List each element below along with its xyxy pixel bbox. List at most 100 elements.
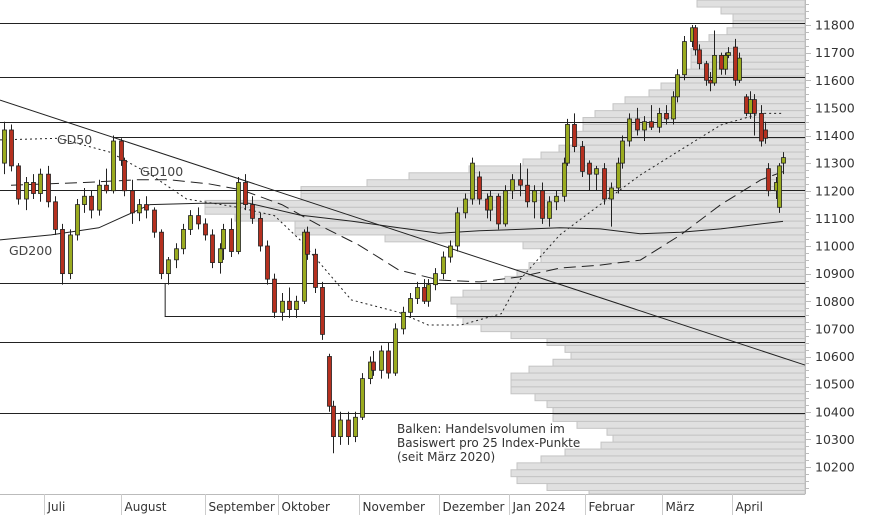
- candle: [642, 116, 647, 142]
- candle: [657, 107, 662, 133]
- candle-body-up: [433, 273, 438, 286]
- candle: [510, 174, 515, 200]
- candle: [616, 157, 621, 194]
- candle-body-up: [562, 162, 567, 197]
- y-tick-label: 10400: [815, 404, 855, 419]
- candle-body-down: [496, 195, 501, 225]
- volume-bar: [576, 137, 806, 146]
- candle: [346, 411, 351, 445]
- candle: [426, 279, 431, 307]
- candle-body-down: [693, 27, 698, 51]
- volume-bar: [468, 165, 806, 174]
- trendline: [0, 99, 806, 366]
- candle-body-up: [777, 165, 782, 208]
- y-tick-label: 10300: [815, 432, 855, 447]
- candle-body-down: [287, 300, 292, 310]
- volume-bar: [600, 441, 806, 450]
- candle: [525, 168, 530, 208]
- candle: [777, 163, 782, 213]
- annotation-line-3: (seit März 2020): [397, 450, 495, 464]
- candle-body-down: [60, 229, 65, 275]
- candle: [243, 174, 248, 211]
- candle-body-down: [580, 146, 585, 172]
- candle: [766, 163, 771, 197]
- candle: [744, 94, 749, 117]
- candle: [781, 152, 786, 175]
- volume-bar: [546, 483, 806, 491]
- candle: [664, 105, 669, 125]
- volume-bar: [690, 47, 806, 56]
- candle: [649, 105, 654, 130]
- candle: [159, 229, 164, 280]
- candle-body-up: [393, 328, 398, 374]
- candle: [53, 196, 58, 235]
- volume-bar: [648, 89, 806, 98]
- volume-bar: [606, 427, 806, 436]
- candle: [488, 190, 493, 222]
- candle: [272, 273, 277, 318]
- candle-body-down: [250, 204, 255, 219]
- candle: [562, 157, 567, 202]
- candle-body-down: [752, 99, 757, 114]
- candle: [221, 223, 226, 260]
- volume-bar: [462, 317, 806, 326]
- candle: [379, 345, 384, 379]
- volume-bar: [294, 227, 806, 236]
- y-tick-label: 11200: [815, 183, 855, 198]
- y-tick-label: 11300: [815, 156, 855, 171]
- candle-body-up: [166, 259, 171, 275]
- candle-body-down: [719, 54, 724, 70]
- candle-body-up: [82, 195, 87, 205]
- ma-label-gd200: GD200: [9, 243, 52, 258]
- candle-body-up: [408, 298, 413, 313]
- candle-body-up: [181, 229, 186, 250]
- candle: [38, 168, 43, 202]
- candle-body-down: [346, 419, 351, 438]
- candle-body-down: [119, 140, 124, 161]
- candle: [46, 165, 51, 208]
- candle-body-up: [38, 173, 43, 194]
- candle: [2, 121, 7, 175]
- annotation-line-1: Balken: Handelsvolumen im: [397, 422, 565, 436]
- candle: [433, 268, 438, 291]
- candle-body-up: [554, 195, 559, 203]
- candle-body-up: [68, 234, 73, 275]
- candle-body-down: [210, 234, 215, 263]
- volume-bar: [612, 103, 806, 112]
- y-tick-label: 10500: [815, 377, 855, 392]
- candle-body-down: [9, 129, 14, 167]
- volume-bar: [516, 462, 806, 471]
- volume-bar: [534, 393, 806, 402]
- candle-body-up: [488, 195, 493, 211]
- candle-body-up: [642, 121, 647, 131]
- candle: [313, 248, 318, 293]
- candle: [31, 174, 36, 200]
- trendline-line: [0, 99, 806, 366]
- candle-body-up: [24, 182, 29, 200]
- candle: [9, 124, 14, 172]
- candle: [704, 60, 709, 86]
- candle-body-up: [532, 190, 537, 203]
- candle-body-down: [697, 49, 702, 65]
- candle-body-down: [327, 356, 332, 407]
- candle: [496, 193, 501, 230]
- x-tick-label: April: [736, 500, 763, 514]
- x-tick-label: September: [209, 500, 275, 514]
- candle: [320, 281, 325, 340]
- candle-body-up: [627, 118, 632, 142]
- candle: [554, 190, 559, 211]
- volume-bar: [540, 248, 806, 257]
- candle: [174, 243, 179, 269]
- candle-body-down: [602, 168, 607, 200]
- candle: [137, 199, 142, 222]
- candle: [305, 226, 310, 260]
- candle-body-down: [635, 118, 640, 131]
- volume-bar: [480, 324, 806, 333]
- x-tick-label: Februar: [589, 500, 635, 514]
- candle-body-up: [280, 300, 285, 313]
- candle-body-down: [89, 195, 94, 211]
- candle: [181, 223, 186, 255]
- candle-body-down: [649, 121, 654, 128]
- candle: [594, 165, 599, 191]
